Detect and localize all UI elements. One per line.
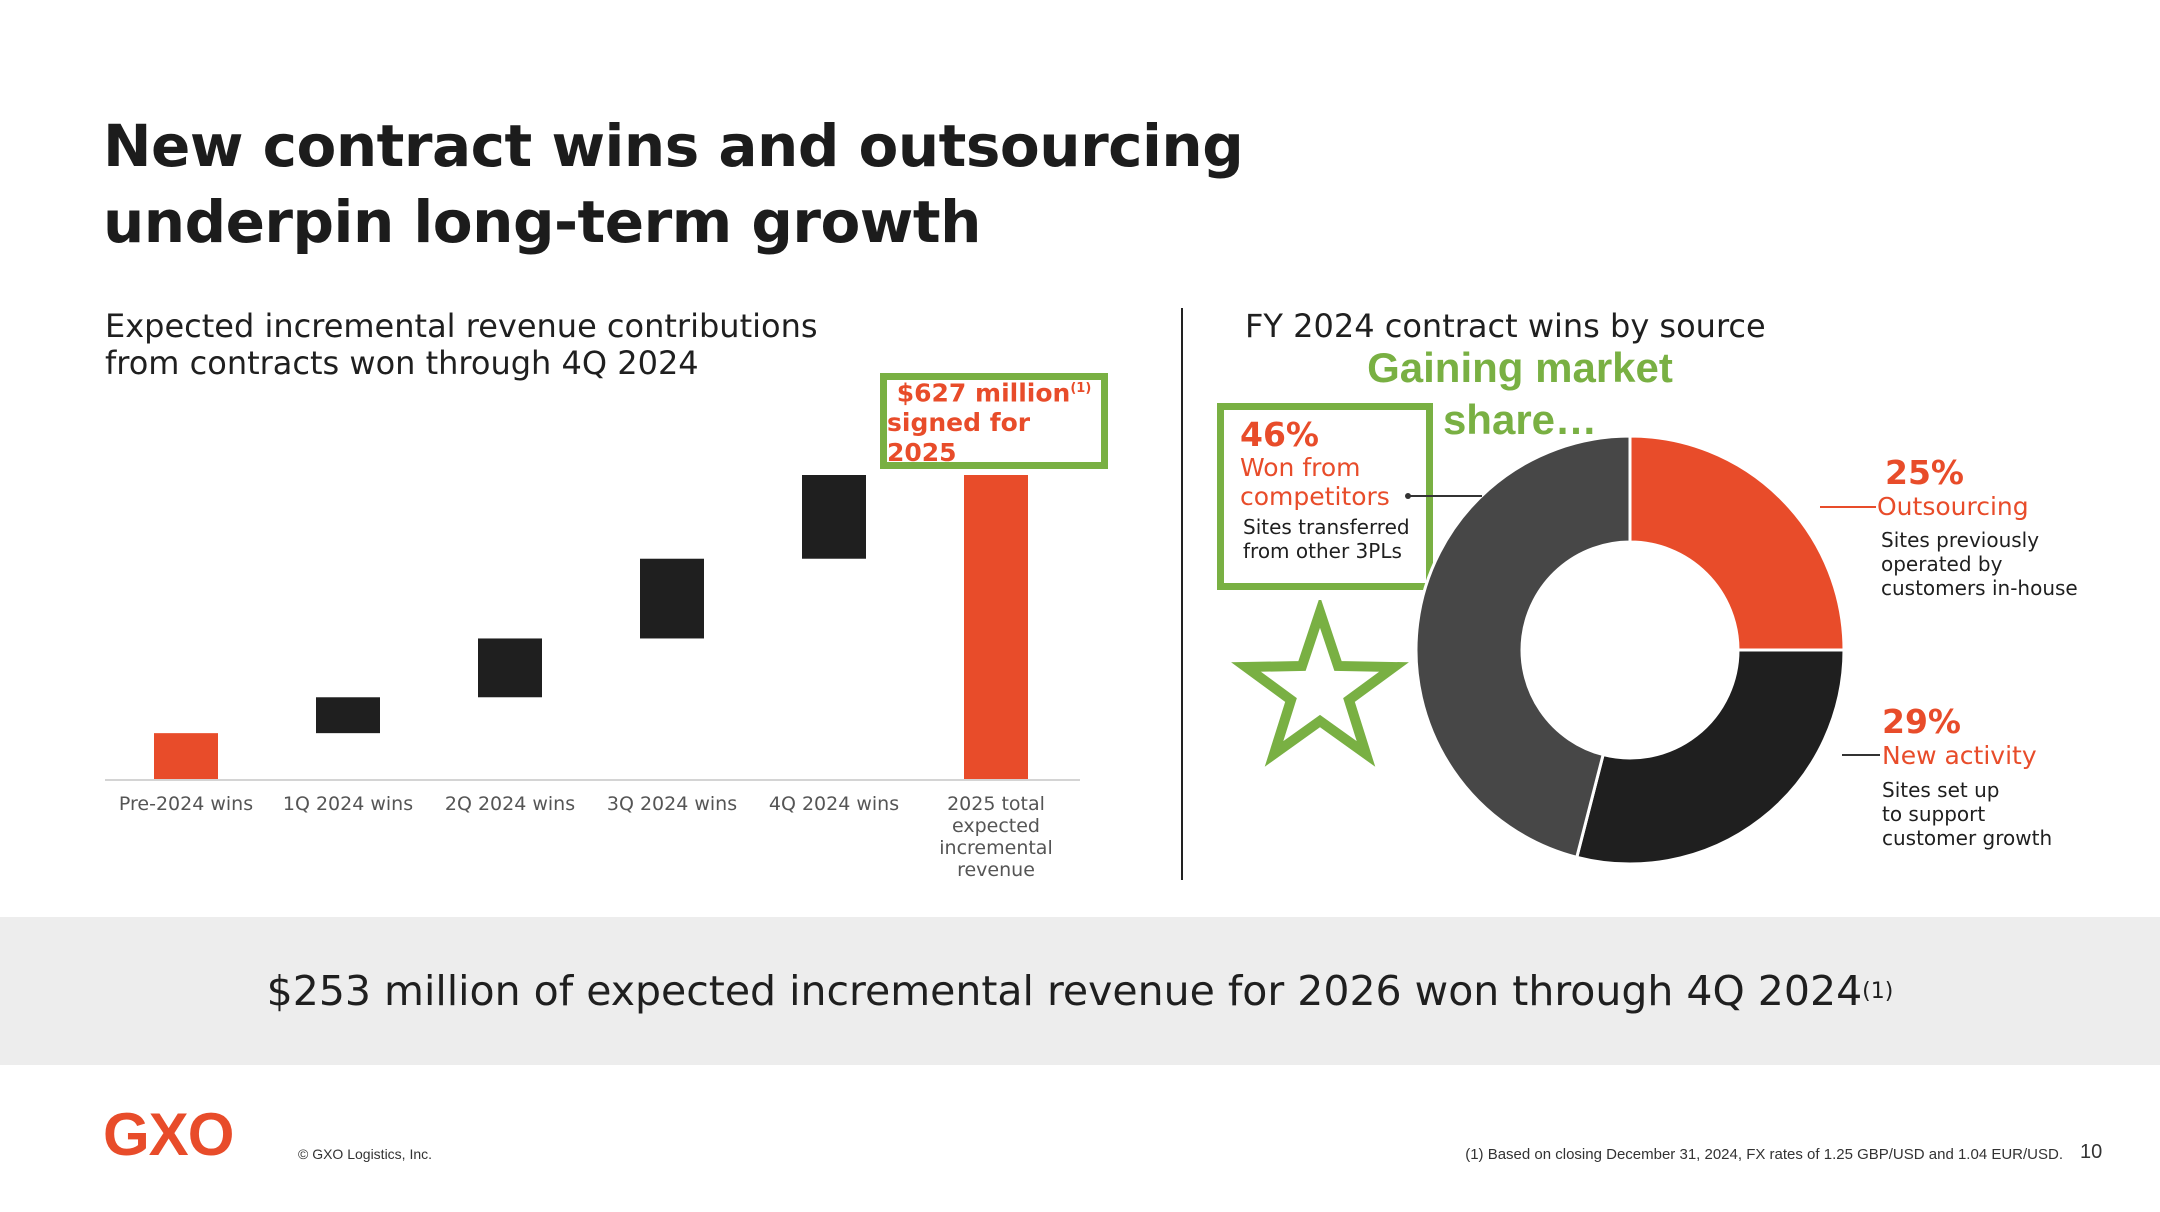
waterfall-bar-3	[478, 638, 542, 698]
signed-2025-callout-line1: $627 million(1)	[896, 378, 1092, 408]
donut-slice-outsourcing	[1628, 434, 1846, 652]
waterfall-tick-label-1: Pre-2024 wins	[119, 793, 253, 815]
waterfall-tick-label-2: 1Q 2024 wins	[283, 793, 413, 815]
competitors-label: Won from competitors	[1240, 453, 1390, 511]
waterfall-subtitle-line1: Expected incremental revenue contributio…	[105, 307, 818, 345]
waterfall-bar-4	[640, 558, 704, 639]
donut-chart	[1414, 434, 1846, 866]
donut-slice-new-activity	[1574, 648, 1846, 866]
waterfall-bars	[154, 475, 1028, 780]
waterfall-tick-label-5: 4Q 2024 wins	[769, 793, 899, 815]
copyright: © GXO Logistics, Inc.	[298, 1146, 433, 1162]
summary-band	[0, 917, 2160, 1065]
page-title-line1: New contract wins and outsourcing	[103, 112, 1244, 180]
waterfall-tick-label-6: 2025 total expected incremental revenue	[939, 793, 1052, 881]
page-title-line2: underpin long-term growth	[103, 188, 981, 256]
signed-2025-callout: $627 million(1) signed for 2025	[880, 373, 1108, 469]
new-activity-label: New activity	[1882, 741, 2037, 770]
waterfall-chart: Pre-2024 wins 1Q 2024 wins 2Q 2024 wins 3Q …	[105, 475, 1080, 881]
gaining-line1: Gaining market	[1367, 344, 1673, 391]
signed-2025-callout-line2: signed for 2025	[887, 408, 1031, 468]
donut-subtitle: FY 2024 contract wins by source	[1245, 307, 1766, 345]
new-activity-description: Sites set up to support customer growth	[1882, 778, 2053, 850]
summary-band-text: $253 million of expected incremental rev…	[266, 967, 1894, 1015]
waterfall-bar-5	[802, 475, 866, 559]
waterfall-bar-6	[964, 475, 1028, 780]
section-divider	[1181, 308, 1183, 880]
outsourcing-percent: 25%	[1885, 453, 1964, 492]
waterfall-tick-labels: Pre-2024 wins 1Q 2024 wins 2Q 2024 wins 3Q …	[119, 793, 1053, 881]
page-title: New contract wins and outsourcing underp…	[103, 108, 1403, 260]
new-activity-percent: 29%	[1882, 702, 1961, 741]
footnote: (1) Based on closing December 31, 2024, …	[1465, 1146, 2063, 1163]
competitors-percent: 46%	[1240, 415, 1319, 454]
gaining-line2: share…	[1442, 396, 1598, 443]
waterfall-tick-label-3: 2Q 2024 wins	[445, 793, 575, 815]
star-icon	[1231, 600, 1409, 767]
donut-slices	[1414, 434, 1846, 866]
donut-slice-won-from-competitors	[1414, 434, 1632, 860]
competitors-description: Sites transferred from other 3PLs	[1243, 515, 1410, 563]
waterfall-tick-label-4: 3Q 2024 wins	[607, 793, 737, 815]
waterfall-subtitle: Expected incremental revenue contributio…	[105, 308, 818, 382]
waterfall-bar-2	[316, 697, 380, 734]
waterfall-bar-1	[154, 733, 218, 780]
gaining-market-share-label: Gaining market share…	[1340, 342, 1700, 446]
waterfall-subtitle-line2: from contracts won through 4Q 2024	[105, 344, 699, 382]
outsourcing-description: Sites previously operated by customers i…	[1881, 528, 2078, 600]
outsourcing-label: Outsourcing	[1877, 492, 2029, 521]
page-number: 10	[2080, 1141, 2103, 1163]
gxo-logo: GXO	[103, 1101, 234, 1168]
